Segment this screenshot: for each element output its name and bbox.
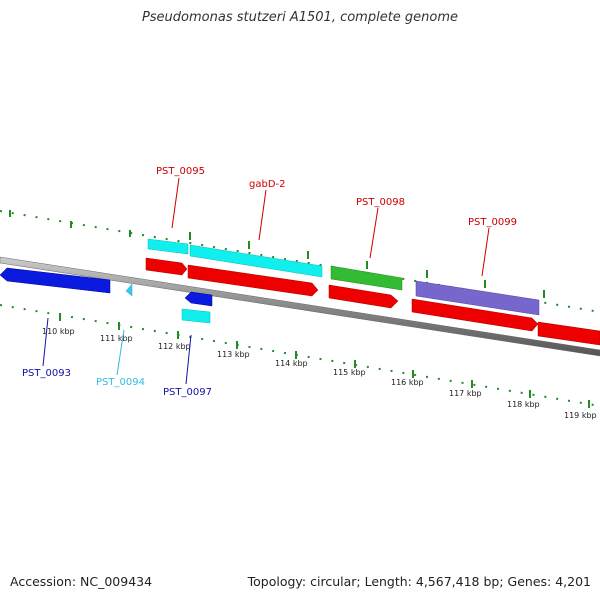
leader-line-pst-0099 — [481, 227, 490, 277]
leader-line-pst-0094 — [116, 329, 125, 376]
gene-label-pst-0098[interactable]: PST_0098 — [356, 197, 405, 208]
accession-text: Accession: NC_009434 — [10, 574, 153, 589]
tick-labels: 110 kbp 111 kbp 112 kbp 113 kbp 114 kbp … — [42, 327, 597, 420]
tick-label: 115 kbp — [333, 368, 366, 377]
tick-label: 118 kbp — [507, 400, 540, 409]
gene-feature-pst-0097[interactable] — [184, 291, 213, 307]
label-leader-lines — [42, 177, 490, 385]
outer-tick-ring — [0, 210, 600, 313]
tick-label: 111 kbp — [100, 334, 133, 343]
cds-feature[interactable] — [328, 284, 399, 309]
gene-feature-pst-0098[interactable] — [330, 265, 403, 291]
cds-feature[interactable] — [187, 264, 319, 297]
gene-label-pst-0094[interactable]: PST_0094 — [96, 377, 145, 388]
tick-label: 114 kbp — [275, 359, 308, 368]
genome-backbone — [0, 256, 600, 357]
tick-label: 119 kbp — [564, 411, 597, 420]
reverse-features — [0, 267, 213, 324]
cds-feature[interactable] — [145, 257, 188, 276]
gene-feature-pst-0093[interactable] — [0, 267, 111, 294]
gene-feature-pst-0094[interactable] — [125, 283, 133, 297]
gene-labels: PST_0095 gabD-2 PST_0098 PST_0099 PST_00… — [22, 166, 517, 398]
cds-feature[interactable] — [411, 298, 539, 332]
leader-line-pst-0097 — [185, 334, 192, 385]
gene-feature-pst-0095[interactable] — [147, 238, 189, 255]
cds-feature-pst-0097[interactable] — [181, 308, 211, 324]
gene-label-pst-0097[interactable]: PST_0097 — [163, 387, 212, 398]
cds-feature[interactable] — [537, 321, 600, 346]
gene-label-gabd-2[interactable]: gabD-2 — [249, 179, 286, 190]
leader-line-gabd-2 — [258, 189, 267, 241]
tick-label: 110 kbp — [42, 327, 75, 336]
genome-summary-text: Topology: circular; Length: 4,567,418 bp… — [247, 574, 591, 589]
leader-line-pst-0098 — [369, 207, 379, 259]
gene-label-pst-0099[interactable]: PST_0099 — [468, 217, 517, 228]
tick-label: 113 kbp — [217, 350, 250, 359]
leader-line-pst-0093 — [42, 317, 49, 367]
gene-feature-gabd-2[interactable] — [189, 244, 323, 278]
tick-label: 112 kbp — [158, 342, 191, 351]
gene-label-pst-0093[interactable]: PST_0093 — [22, 368, 71, 379]
gene-feature-pst-0099[interactable] — [415, 280, 540, 316]
tick-label: 117 kbp — [449, 389, 482, 398]
gene-label-pst-0095[interactable]: PST_0095 — [156, 166, 205, 177]
map-title: Pseudomonas stutzeri A1501, complete gen… — [141, 10, 459, 25]
tick-label: 116 kbp — [391, 378, 424, 387]
forward-features — [145, 238, 600, 346]
leader-line-pst-0095 — [171, 177, 180, 229]
inner-tick-ring — [0, 304, 600, 408]
